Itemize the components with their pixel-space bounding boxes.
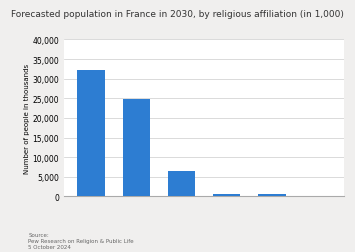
Bar bbox=[168, 172, 195, 197]
Bar bbox=[304, 196, 331, 197]
Bar bbox=[213, 195, 240, 197]
Bar bbox=[258, 195, 285, 197]
Text: Forecasted population in France in 2030, by religious affiliation (in 1,000): Forecasted population in France in 2030,… bbox=[11, 10, 344, 19]
Bar bbox=[77, 71, 105, 197]
Y-axis label: Number of people in thousands: Number of people in thousands bbox=[23, 64, 29, 173]
Text: Source:
Pew Research on Religion & Public Life
5 October 2024: Source: Pew Research on Religion & Publi… bbox=[28, 232, 134, 249]
Bar bbox=[123, 100, 150, 197]
